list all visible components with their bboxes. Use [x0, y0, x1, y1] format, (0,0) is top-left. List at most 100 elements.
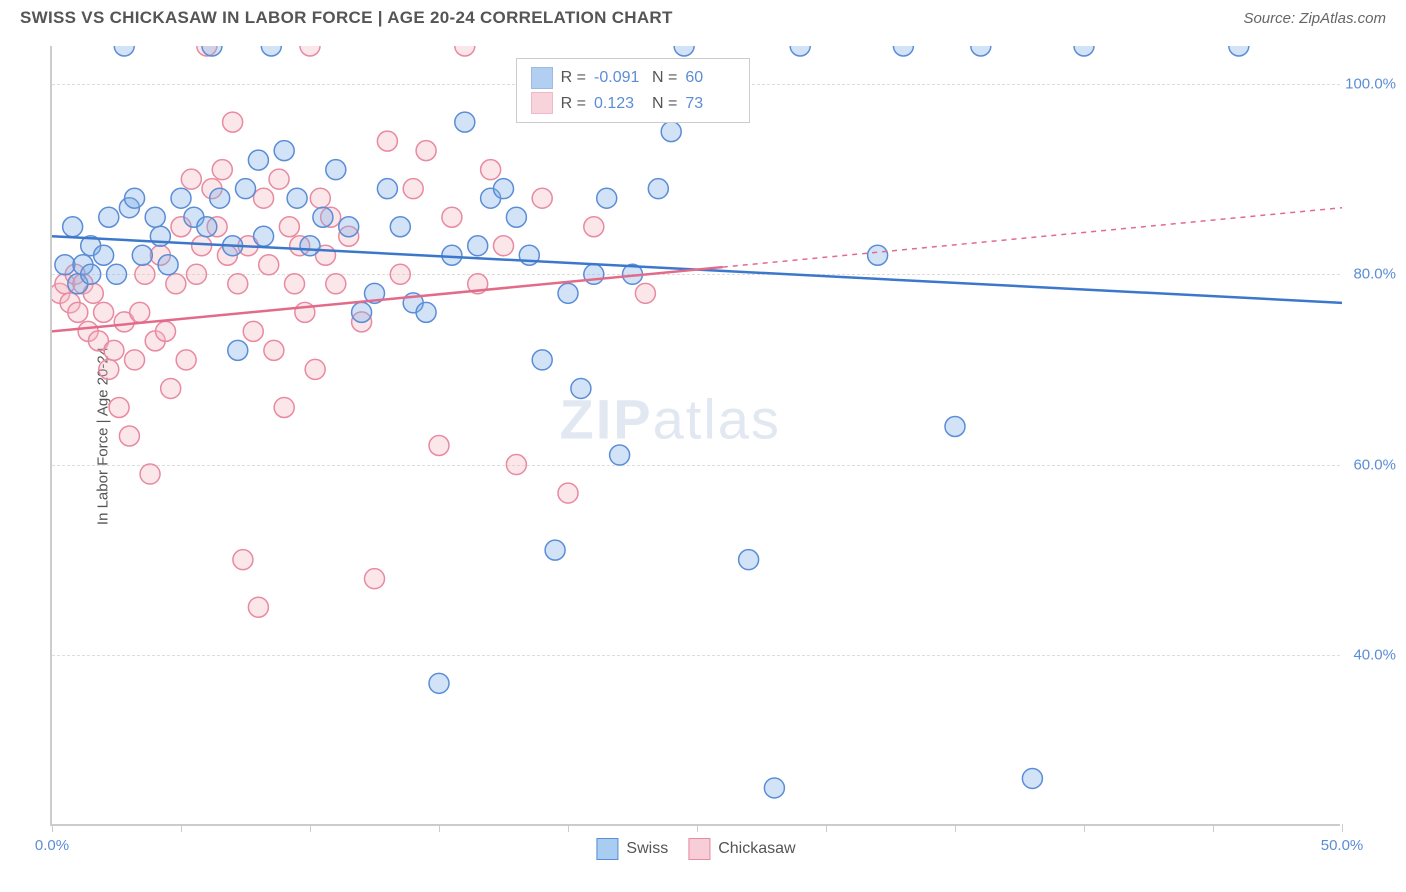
- data-point: [212, 160, 232, 180]
- x-tick-label: 50.0%: [1321, 837, 1364, 854]
- data-point: [442, 207, 462, 227]
- data-point: [1022, 768, 1042, 788]
- data-point: [125, 350, 145, 370]
- data-point: [584, 217, 604, 237]
- data-point: [494, 179, 514, 199]
- data-point: [99, 359, 119, 379]
- data-point: [192, 236, 212, 256]
- y-tick-label: 100.0%: [1345, 76, 1396, 93]
- data-point: [648, 179, 668, 199]
- trend-line-dashed: [723, 208, 1342, 267]
- data-point: [481, 160, 501, 180]
- data-point: [661, 122, 681, 142]
- series-legend-item: Swiss: [596, 838, 668, 860]
- data-point: [176, 350, 196, 370]
- legend-swatch: [531, 92, 553, 114]
- data-point: [132, 245, 152, 265]
- data-point: [130, 302, 150, 322]
- legend-r-value: -0.091: [594, 65, 644, 91]
- data-point: [339, 217, 359, 237]
- data-point: [166, 274, 186, 294]
- data-point: [248, 597, 268, 617]
- data-point: [171, 188, 191, 208]
- data-point: [390, 264, 410, 284]
- data-point: [739, 550, 759, 570]
- data-point: [326, 160, 346, 180]
- data-point: [228, 340, 248, 360]
- legend-swatch: [596, 838, 618, 860]
- data-point: [545, 540, 565, 560]
- data-point: [287, 188, 307, 208]
- data-point: [261, 46, 281, 56]
- data-point: [300, 46, 320, 56]
- y-tick-label: 80.0%: [1353, 266, 1396, 283]
- data-point: [109, 397, 129, 417]
- series-legend-label: Swiss: [626, 840, 668, 858]
- data-point: [223, 112, 243, 132]
- data-point: [300, 236, 320, 256]
- data-point: [455, 46, 475, 56]
- data-point: [945, 416, 965, 436]
- data-point: [390, 217, 410, 237]
- legend-n-value: 73: [685, 91, 735, 117]
- legend-n-label: N =: [652, 91, 677, 117]
- data-point: [285, 274, 305, 294]
- data-point: [868, 245, 888, 265]
- data-point: [228, 274, 248, 294]
- chart-title: SWISS VS CHICKASAW IN LABOR FORCE | AGE …: [20, 8, 673, 28]
- y-tick-label: 40.0%: [1353, 646, 1396, 663]
- data-point: [197, 217, 217, 237]
- legend-swatch: [688, 838, 710, 860]
- legend-r-value: 0.123: [594, 91, 644, 117]
- series-legend-item: Chickasaw: [688, 838, 795, 860]
- y-tick-label: 60.0%: [1353, 456, 1396, 473]
- data-point: [326, 274, 346, 294]
- data-point: [1229, 46, 1249, 56]
- data-point: [571, 378, 591, 398]
- data-point: [81, 264, 101, 284]
- data-point: [156, 321, 176, 341]
- data-point: [494, 236, 514, 256]
- data-point: [99, 207, 119, 227]
- source-label: Source: ZipAtlas.com: [1243, 10, 1386, 27]
- data-point: [305, 359, 325, 379]
- x-tick: [1342, 824, 1343, 832]
- x-tick-label: 0.0%: [35, 837, 69, 854]
- data-point: [248, 150, 268, 170]
- series-legend: Swiss Chickasaw: [596, 838, 795, 860]
- data-point: [971, 46, 991, 56]
- data-point: [1074, 46, 1094, 56]
- data-point: [416, 141, 436, 161]
- data-point: [635, 283, 655, 303]
- data-point: [210, 188, 230, 208]
- data-point: [94, 245, 114, 265]
- correlation-legend: R =-0.091N =60R =0.123N =73: [516, 58, 751, 123]
- data-point: [416, 302, 436, 322]
- data-point: [140, 464, 160, 484]
- chart-container: In Labor Force | Age 20-24 40.0%60.0%80.…: [50, 46, 1390, 826]
- data-point: [254, 188, 274, 208]
- data-point: [764, 778, 784, 798]
- plot-area: 40.0%60.0%80.0%100.0%0.0%50.0%ZIPatlasR …: [50, 46, 1340, 826]
- data-point: [236, 179, 256, 199]
- data-point: [790, 46, 810, 56]
- data-point: [264, 340, 284, 360]
- data-point: [161, 378, 181, 398]
- data-point: [68, 302, 88, 322]
- data-point: [674, 46, 694, 56]
- scatter-svg: [52, 46, 1342, 826]
- data-point: [893, 46, 913, 56]
- data-point: [243, 321, 263, 341]
- data-point: [506, 207, 526, 227]
- data-point: [274, 397, 294, 417]
- legend-n-value: 60: [685, 65, 735, 91]
- data-point: [310, 188, 330, 208]
- series-legend-label: Chickasaw: [718, 840, 795, 858]
- data-point: [104, 340, 124, 360]
- data-point: [269, 169, 289, 189]
- legend-n-label: N =: [652, 65, 677, 91]
- legend-swatch: [531, 67, 553, 89]
- legend-row: R =-0.091N =60: [531, 65, 736, 91]
- data-point: [94, 302, 114, 322]
- legend-r-label: R =: [561, 91, 586, 117]
